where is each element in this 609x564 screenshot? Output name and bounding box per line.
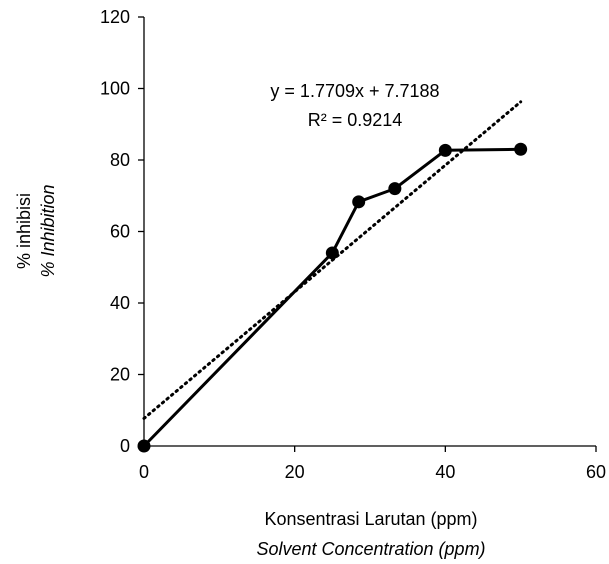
data-point: [326, 246, 339, 259]
y-tick-label: 60: [110, 222, 130, 242]
y-tick-label: 80: [110, 150, 130, 170]
data-point: [388, 182, 401, 195]
trendline-r2-label: R² = 0.9214: [308, 110, 403, 130]
data-point: [514, 143, 527, 156]
x-tick-label: 0: [139, 462, 149, 482]
y-axis-title-italic: % Inhibition: [38, 184, 58, 277]
y-tick-label: 20: [110, 365, 130, 385]
x-axis-title: Konsentrasi Larutan (ppm): [264, 509, 477, 529]
x-tick-label: 60: [586, 462, 606, 482]
series-layer: [138, 143, 528, 453]
series-line: [144, 149, 521, 446]
x-tick-label: 40: [435, 462, 455, 482]
data-point: [352, 195, 365, 208]
y-tick-label: 120: [100, 7, 130, 27]
y-tick-label: 0: [120, 436, 130, 456]
data-point: [138, 440, 151, 453]
data-point: [439, 144, 452, 157]
trendline-equation-label: y = 1.7709x + 7.7188: [270, 81, 439, 101]
x-tick-label: 20: [285, 462, 305, 482]
y-tick-label: 100: [100, 79, 130, 99]
y-tick-label: 40: [110, 293, 130, 313]
x-axis-title-italic: Solvent Concentration (ppm): [256, 539, 485, 559]
y-axis-title: % inhibisi: [14, 193, 34, 269]
